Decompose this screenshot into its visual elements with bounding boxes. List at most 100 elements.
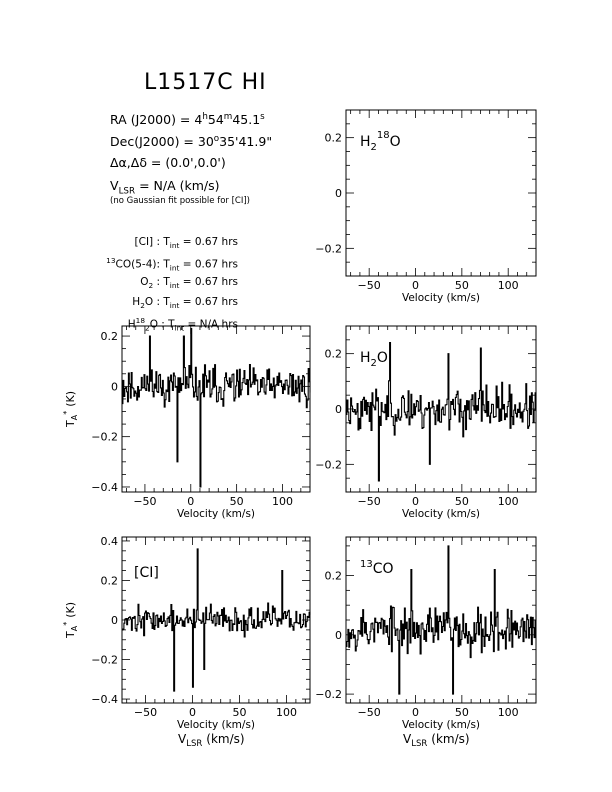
ra-hours: 4: [194, 112, 203, 128]
observation-species: H: [132, 296, 141, 308]
ra-label: RA (J2000) =: [110, 112, 191, 128]
ra-seconds: 45.1: [232, 112, 261, 128]
y-tick-label: 0: [335, 629, 342, 642]
ra-minutes: 54: [207, 112, 224, 128]
x-tick-label: 100: [276, 706, 297, 719]
x-tick-label: −50: [134, 706, 157, 719]
x-tick-label: 100: [498, 279, 519, 292]
y-tick-label: −0.2: [315, 688, 342, 701]
x-tick-label: 50: [455, 495, 469, 508]
observation-row: 13CO(5-4): Tint = 0.67 hrs: [106, 256, 238, 273]
panel-h2o: −50 0 50 100 −0.2 0 0.2 Velocity (km/s) H2O: [315, 325, 537, 520]
spectrum-line: [122, 327, 311, 488]
observation-separator: : T: [157, 318, 175, 331]
y-tick-label: 0: [335, 403, 342, 416]
vlsr-sub: LSR: [118, 186, 136, 197]
x-tick-label: 0: [412, 706, 419, 719]
x-tick-label: −50: [358, 495, 381, 508]
observation-tsub: int: [174, 323, 185, 333]
observation-row: H2O : Tint = 0.67 hrs: [132, 296, 238, 310]
species-label: H218O: [360, 130, 401, 153]
x-tick-label: 0: [189, 706, 196, 719]
panel-ci: −50 0 50 100 −0.4 −0.2 0 0.2 0.4 Velocity (km/s)V…: [62, 535, 311, 749]
y-tick-label: −0.2: [315, 242, 342, 255]
x-axis-label: Velocity (km/s): [402, 719, 480, 731]
offset-line: Δα,Δδ = (0.0',0.0'): [110, 155, 226, 170]
ra-seconds-sup: s: [260, 112, 265, 122]
observation-tsub: int: [169, 263, 180, 273]
observation-row: O2 : Tint = 0.67 hrs: [140, 276, 238, 290]
y-tick-label: 0.2: [325, 348, 343, 361]
observation-isotope: 13: [106, 256, 116, 265]
y-tick-label: 0.4: [101, 535, 119, 548]
observation-species: O: [149, 318, 158, 331]
observation-row: [CI] : Tint = 0.67 hrs: [135, 236, 238, 250]
species-label: H2O: [360, 350, 388, 369]
x-tick-label: 100: [498, 706, 519, 719]
observation-time: = 0.67 hrs: [179, 276, 238, 288]
x-tick-label: 100: [498, 495, 519, 508]
spectrum-line: [346, 545, 537, 695]
x-tick-label: 0: [187, 495, 194, 508]
observation-species: O: [144, 296, 154, 308]
y-axis-label: TA*(K): [62, 602, 79, 639]
x-tick-label: 0: [412, 279, 419, 292]
ra-line: RA (J2000) = 4h54m45.1s: [110, 112, 265, 127]
vlsr-value: = N/A (km/s): [139, 178, 220, 193]
x-tick-label: 100: [272, 495, 293, 508]
y-tick-label: −0.2: [91, 654, 118, 667]
observation-separator: : T: [156, 258, 170, 271]
x-axis-label: Velocity (km/s): [177, 508, 255, 520]
observation-subscript: 2: [148, 281, 154, 291]
plot-frame: [121, 325, 311, 493]
y-tick-label: −0.4: [91, 481, 118, 494]
y-tick-label: 0: [111, 614, 118, 627]
x-tick-label: 0: [412, 495, 419, 508]
dec-rest: 35'41.9": [219, 134, 273, 150]
observation-isotope: 18: [135, 316, 145, 325]
observation-time: = 0.67 hrs: [179, 236, 238, 248]
panel-h218o: −50 0 50 100 −0.2 0 0.2 Velocity (km/s) H218O: [315, 109, 537, 304]
y-tick-label: 0.2: [101, 574, 119, 587]
observation-tsub: int: [169, 241, 180, 251]
vlsr-line: VLSR = N/A (km/s): [110, 178, 220, 197]
x-tick-label: 50: [230, 495, 244, 508]
y-tick-label: −0.2: [315, 458, 342, 471]
x-tick-label: 50: [233, 706, 247, 719]
y-tick-label: 0.2: [325, 570, 343, 583]
no-fit-note: (no Gaussian fit possible for [CI]): [110, 196, 250, 206]
y-tick-label: −0.4: [91, 693, 118, 706]
observation-separator: : T: [153, 296, 170, 308]
x-tick-label: 50: [455, 706, 469, 719]
y-tick-label: −0.2: [91, 431, 118, 444]
y-tick-label: 0.2: [325, 132, 343, 145]
spectrum-line: [122, 548, 311, 692]
observation-tsub: int: [169, 301, 180, 311]
x-tick-label: −50: [133, 495, 156, 508]
spectrum-line: [346, 342, 537, 482]
x-axis-label-vlsr: VLSR (km/s): [178, 732, 245, 749]
observation-separator: : T: [153, 276, 170, 288]
panel-o2: −50 0 50 100 −0.4 −0.2 0 0.2 Velocity (km/s) TA*(…: [62, 325, 311, 520]
observation-time: = 0.67 hrs: [179, 296, 238, 308]
dec-label: Dec(J2000) =: [110, 134, 194, 150]
dec-line: Dec(J2000) = 30o35'41.9": [110, 134, 272, 149]
x-axis-label: Velocity (km/s): [402, 508, 480, 520]
y-axis-label: TA*(K): [62, 391, 79, 428]
dec-degrees: 30: [197, 134, 214, 150]
observation-separator: : T: [153, 236, 170, 248]
plot-frame: [345, 109, 537, 277]
y-tick-label: 0.2: [101, 330, 119, 343]
observation-species: [CI]: [134, 236, 154, 248]
panel-13co: −50 0 50 100 −0.2 0 0.2 Velocity (km/s)VLSR (km/…: [315, 536, 537, 749]
x-axis-label: Velocity (km/s): [402, 292, 480, 304]
ra-minutes-sup: m: [223, 112, 233, 122]
page-title: L1517C HI: [144, 70, 267, 95]
species-label: [CI]: [134, 565, 159, 581]
dec-degree-sup: o: [213, 134, 220, 144]
x-tick-label: −50: [358, 706, 381, 719]
y-tick-label: 0: [111, 380, 118, 393]
observation-tsub: int: [169, 281, 180, 291]
vlsr-v: V: [110, 178, 119, 193]
